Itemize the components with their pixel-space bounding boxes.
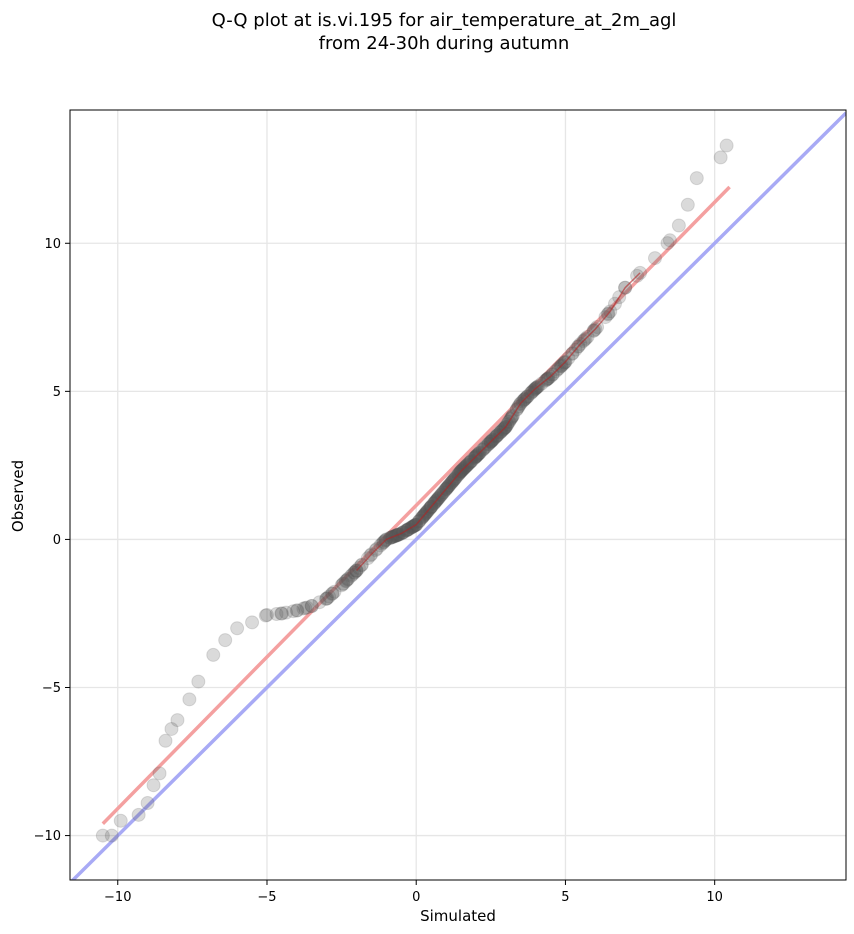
quantile-point — [246, 616, 259, 629]
quantile-point — [141, 797, 154, 810]
quantile-point — [114, 814, 127, 827]
x-axis-label: Simulated — [420, 907, 496, 925]
quantile-point — [147, 779, 160, 792]
y-tick-label: 5 — [53, 385, 61, 400]
quantile-point — [105, 829, 118, 842]
quantile-point — [207, 648, 220, 661]
quantile-point — [720, 139, 733, 152]
quantile-point — [231, 622, 244, 635]
plot-area — [70, 110, 846, 880]
x-tick-label: 0 — [412, 890, 420, 905]
quantile-point — [192, 675, 205, 688]
x-tick-label: −5 — [257, 890, 276, 905]
qq-plot: Q-Q plot at is.vi.195 for air_temperatur… — [0, 0, 854, 934]
quantile-point — [132, 808, 145, 821]
y-tick-label: 10 — [44, 237, 61, 252]
quantile-point — [690, 172, 703, 185]
quantile-point — [672, 219, 685, 232]
y-tick-label: −5 — [42, 681, 61, 696]
quantile-point — [663, 234, 676, 247]
y-axis-label: Observed — [9, 460, 27, 532]
x-tick-label: 5 — [561, 890, 569, 905]
y-tick-label: 0 — [53, 533, 61, 548]
quantile-point — [648, 252, 661, 265]
quantile-point — [681, 198, 694, 211]
chart-subtitle: from 24-30h during autumn — [319, 33, 570, 54]
quantile-point — [219, 634, 232, 647]
quantile-point — [171, 714, 184, 727]
quantile-point — [153, 767, 166, 780]
quantile-point — [714, 151, 727, 164]
quantile-point — [183, 693, 196, 706]
chart-title: Q-Q plot at is.vi.195 for air_temperatur… — [212, 10, 677, 31]
x-tick-label: 10 — [706, 890, 723, 905]
x-tick-label: −10 — [104, 890, 131, 905]
quantile-point — [159, 734, 172, 747]
y-tick-label: −10 — [34, 829, 61, 844]
